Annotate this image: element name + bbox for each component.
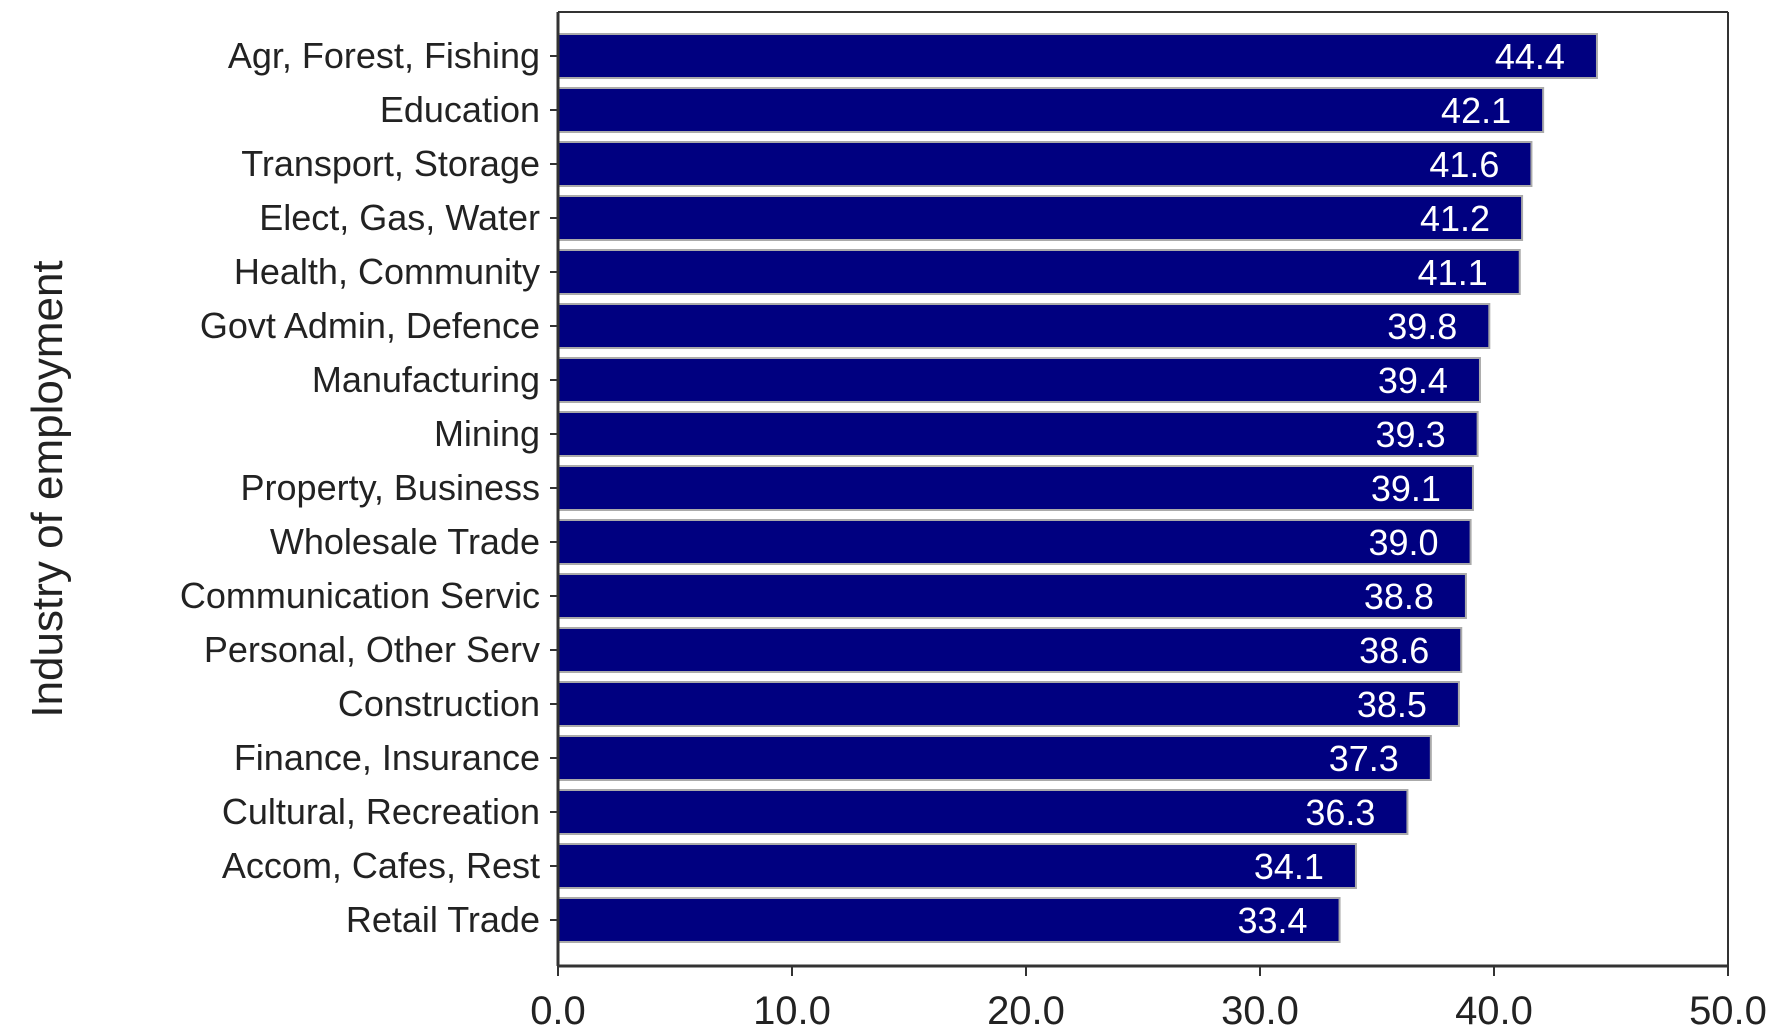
bar	[557, 357, 1481, 403]
x-tick-label: 20.0	[987, 989, 1065, 1033]
bar-value-label: 36.3	[1305, 792, 1375, 833]
category-label: Property, Business	[241, 467, 540, 508]
bar	[557, 789, 1409, 835]
bar	[557, 465, 1474, 511]
bar-value-label: 41.1	[1418, 252, 1488, 293]
x-tick-label: 10.0	[753, 989, 831, 1033]
category-labels: Agr, Forest, Fishing Education Transport, …	[180, 35, 540, 940]
category-label: Communication Servic	[180, 575, 540, 616]
category-label: Finance, Insurance	[234, 737, 540, 778]
bar-value-label: 41.2	[1420, 198, 1490, 239]
bar	[557, 411, 1479, 457]
category-label: Agr, Forest, Fishing	[228, 35, 540, 76]
bar-value-label: 39.8	[1387, 306, 1457, 347]
category-label: Retail Trade	[346, 899, 540, 940]
bar-value-label: 39.4	[1378, 360, 1448, 401]
category-label: Elect, Gas, Water	[259, 197, 540, 238]
bar	[557, 843, 1357, 889]
y-axis-title: Industry of employment	[23, 260, 72, 717]
x-axis-ticks: 0.0 10.0 20.0 30.0 40.0 50.0	[530, 55, 1767, 1033]
category-label: Accom, Cafes, Rest	[222, 845, 540, 886]
bar	[557, 519, 1472, 565]
bar-value-label: 38.6	[1359, 630, 1429, 671]
value-labels: 44.4 42.1 41.6 41.2 41.1 39.8 39.4 39.3 39.1 39.0…	[1237, 36, 1564, 941]
bar	[557, 249, 1521, 295]
category-label: Manufacturing	[312, 359, 540, 400]
x-tick-label: 30.0	[1221, 989, 1299, 1033]
x-tick-label: 40.0	[1455, 989, 1533, 1033]
bar	[557, 735, 1432, 781]
bar-value-label: 39.1	[1371, 468, 1441, 509]
category-label: Construction	[338, 683, 540, 724]
bar-value-label: 38.5	[1357, 684, 1427, 725]
bar-value-label: 42.1	[1441, 90, 1511, 131]
bar-value-label: 39.3	[1376, 414, 1446, 455]
bar-value-label: 34.1	[1254, 846, 1324, 887]
category-label: Mining	[434, 413, 540, 454]
bar	[557, 141, 1533, 187]
bar	[557, 573, 1467, 619]
bar	[557, 897, 1341, 943]
bar	[557, 33, 1598, 79]
x-tick-label: 0.0	[530, 989, 586, 1033]
category-label: Wholesale Trade	[270, 521, 540, 562]
x-tick-label: 50.0	[1689, 989, 1767, 1033]
bar	[557, 681, 1460, 727]
bar	[557, 303, 1491, 349]
category-label: Personal, Other Serv	[204, 629, 540, 670]
bar-value-label: 38.8	[1364, 576, 1434, 617]
bar-value-label: 33.4	[1237, 900, 1307, 941]
bars-layer	[557, 33, 1598, 943]
bar-value-label: 39.0	[1369, 522, 1439, 563]
bar-value-label: 44.4	[1495, 36, 1565, 77]
category-label: Education	[380, 89, 540, 130]
category-label: Transport, Storage	[241, 143, 540, 184]
bar-value-label: 37.3	[1329, 738, 1399, 779]
bar	[557, 87, 1545, 133]
bar	[557, 627, 1463, 673]
category-label: Cultural, Recreation	[222, 791, 540, 832]
bar-value-label: 41.6	[1429, 144, 1499, 185]
category-label: Health, Community	[234, 251, 540, 292]
bar	[557, 195, 1524, 241]
category-label: Govt Admin, Defence	[200, 305, 540, 346]
